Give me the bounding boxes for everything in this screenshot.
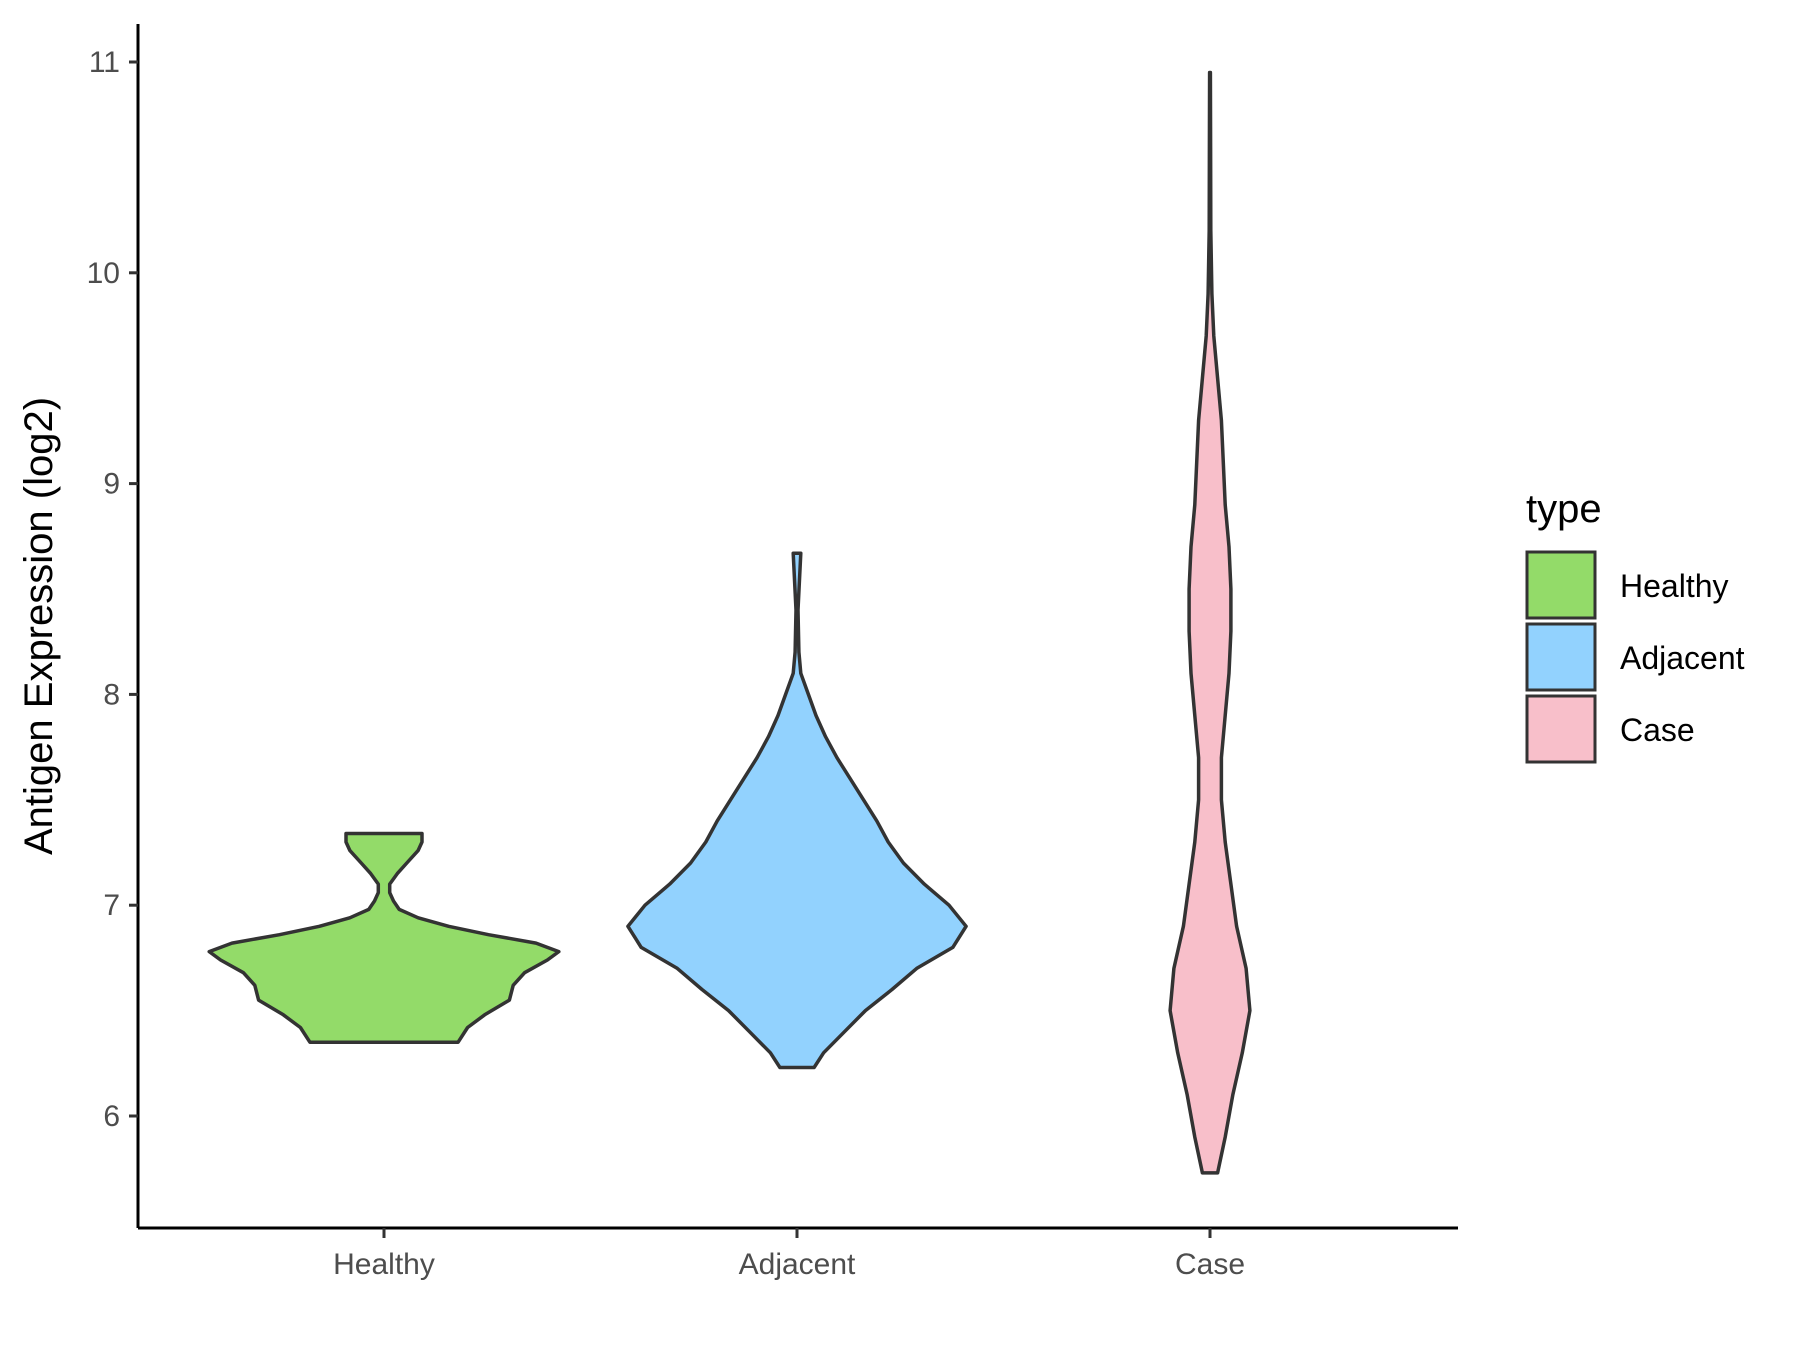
legend-key-healthy xyxy=(1525,550,1597,620)
x-ticks: Healthy Adjacent Case xyxy=(333,1228,1245,1281)
y-tick-label-10: 10 xyxy=(87,257,120,290)
legend-items: Healthy Adjacent Case xyxy=(1525,550,1745,764)
y-axis-title: Antigen Expression (log2) xyxy=(17,397,61,855)
legend-label-adjacent: Adjacent xyxy=(1620,640,1745,676)
legend: type Healthy Adjacent Case xyxy=(1525,487,1745,764)
legend-label-case: Case xyxy=(1620,712,1695,748)
y-tick-label-6: 6 xyxy=(103,1100,120,1133)
violin-layer xyxy=(207,70,1252,1175)
violin-case xyxy=(1168,70,1252,1175)
x-tick-label-healthy: Healthy xyxy=(333,1248,435,1281)
legend-key-case xyxy=(1525,694,1597,764)
violin-healthy xyxy=(207,831,561,1044)
legend-label-healthy: Healthy xyxy=(1620,568,1729,604)
y-tick-label-8: 8 xyxy=(103,678,120,711)
legend-key-adjacent xyxy=(1525,622,1597,692)
y-tick-label-9: 9 xyxy=(103,468,120,501)
violin-adjacent xyxy=(626,551,968,1070)
x-tick-label-case: Case xyxy=(1175,1248,1245,1281)
y-ticks: 6 7 8 9 10 11 xyxy=(87,46,138,1133)
legend-title: type xyxy=(1526,487,1602,531)
x-tick-label-adjacent: Adjacent xyxy=(739,1248,856,1281)
y-tick-label-7: 7 xyxy=(103,889,120,922)
y-tick-label-11: 11 xyxy=(89,46,120,79)
